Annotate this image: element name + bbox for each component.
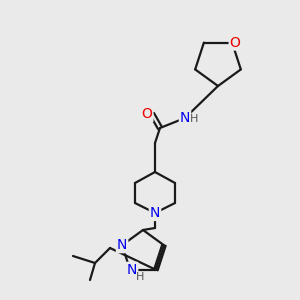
Text: H: H — [136, 272, 144, 282]
Text: H: H — [190, 114, 198, 124]
Text: N: N — [180, 111, 190, 125]
Text: N: N — [117, 238, 127, 252]
Text: O: O — [142, 107, 152, 121]
Text: O: O — [230, 36, 241, 50]
Text: N: N — [150, 206, 160, 220]
Text: N: N — [127, 263, 137, 277]
